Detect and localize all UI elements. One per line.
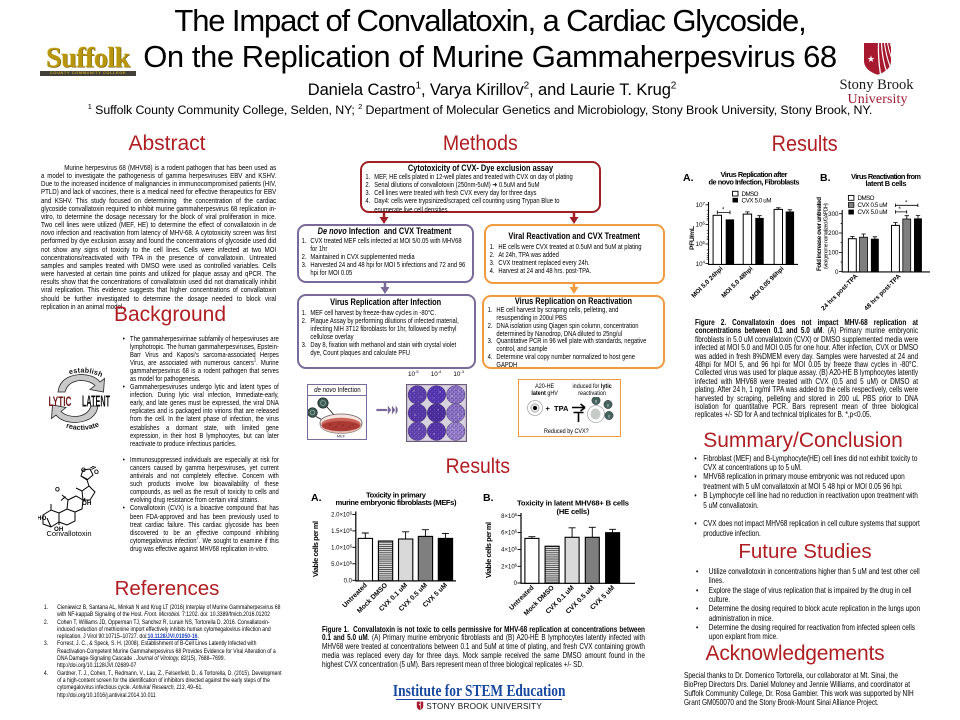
svg-text:48 hrs post-TPA: 48 hrs post-TPA [863, 273, 903, 312]
svg-text:B.: B. [820, 172, 831, 184]
svg-text:DMSO: DMSO [742, 191, 759, 198]
svg-text:24 hrs post-TPA: 24 hrs post-TPA [820, 273, 860, 312]
svg-text:★: ★ [867, 54, 875, 64]
svg-text:105: 105 [696, 240, 706, 248]
svg-text:CVX 5.0 uM: CVX 5.0 uM [742, 198, 772, 205]
svg-text:O: O [94, 469, 99, 476]
svg-text:OH: OH [82, 500, 92, 507]
svg-text:106: 106 [696, 220, 706, 228]
svg-text:Viable cells per ml: Viable cells per ml [311, 521, 320, 577]
svg-text:6×106: 6×106 [501, 529, 518, 537]
svg-text:University: University [848, 92, 908, 106]
svg-text:5.0×105: 5.0×105 [331, 560, 353, 568]
svg-text:γ: γ [607, 403, 610, 408]
svg-text:8×106: 8×106 [501, 512, 518, 520]
svg-text:A.: A. [311, 492, 322, 504]
svg-text:O: O [81, 467, 86, 474]
svg-text:Viable cells per ml: Viable cells per ml [484, 522, 493, 578]
svg-text:1.5×106: 1.5×106 [331, 527, 353, 535]
svg-text:2.0×106: 2.0×106 [331, 511, 353, 519]
svg-text:HO: HO [38, 515, 46, 522]
svg-text:+: + [546, 404, 551, 413]
svg-text:latent B cells: latent B cells [866, 179, 907, 188]
svg-text:2×106: 2×106 [501, 563, 518, 571]
svg-text:TPA: TPA [554, 404, 569, 413]
svg-text:(viral genome normalized /GAPD: (viral genome normalized /GAPDH) [824, 203, 830, 269]
svg-text:200: 200 [828, 230, 839, 237]
svg-text:murine embryonic fibroblasts (: murine embryonic fibroblasts (MEFs) [336, 498, 457, 507]
svg-text:CVX 5.0 uM: CVX 5.0 uM [858, 209, 888, 216]
svg-text:de novo Infection, Fibroblasts: de novo Infection, Fibroblasts [709, 178, 800, 187]
svg-text:Virus Replication after: Virus Replication after [721, 170, 788, 179]
svg-text:Stony Brook: Stony Brook [840, 77, 915, 93]
svg-text:MEF: MEF [337, 434, 346, 439]
svg-text:*: * [722, 208, 725, 214]
svg-text:CVX 0.5 uM: CVX 0.5 uM [858, 202, 888, 209]
svg-text:MOI 5.0 48hpi: MOI 5.0 48hpi [720, 265, 754, 299]
svg-text:Virus Reactivation from: Virus Reactivation from [851, 172, 921, 181]
svg-text:0: 0 [835, 269, 839, 276]
svg-text:1.0×106: 1.0×106 [331, 544, 353, 552]
svg-text:A.: A. [683, 172, 694, 184]
svg-text:γ: γ [595, 399, 598, 404]
svg-text:(HE cells): (HE cells) [557, 507, 590, 516]
svg-text:B.: B. [483, 492, 494, 504]
svg-text:reactivate: reactivate [65, 420, 100, 432]
svg-text:Fold increase over untreated: Fold increase over untreated [816, 197, 823, 271]
svg-text:LYTIC: LYTIC [49, 393, 72, 409]
svg-text:104: 104 [696, 260, 706, 268]
svg-text:0.0: 0.0 [344, 579, 353, 585]
svg-text:*: * [905, 200, 908, 206]
svg-text:4×106: 4×106 [501, 546, 518, 554]
svg-text:γ: γ [608, 414, 611, 419]
svg-text:O: O [55, 487, 60, 494]
svg-text:★: ★ [418, 702, 421, 706]
svg-text:300: 300 [828, 211, 839, 218]
svg-text:PFU/mL: PFU/mL [689, 226, 696, 250]
svg-text:DMSO: DMSO [858, 195, 875, 202]
svg-text:Toxicity in latent MHV68+ B ce: Toxicity in latent MHV68+ B cells [517, 498, 629, 507]
svg-text:OH: OH [54, 526, 64, 532]
svg-text:107: 107 [696, 201, 706, 209]
svg-text:0: 0 [514, 581, 518, 587]
svg-text:100: 100 [828, 250, 839, 257]
svg-text:*: * [899, 207, 902, 213]
svg-text:MOI 0.05 96hpi: MOI 0.05 96hpi [749, 265, 786, 302]
svg-text:Toxicity in primary: Toxicity in primary [366, 491, 427, 500]
svg-text:LATENT: LATENT [82, 394, 110, 411]
